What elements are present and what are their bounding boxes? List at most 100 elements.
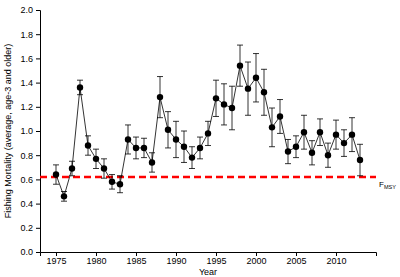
x-tick-label: 2000 (246, 256, 266, 266)
error-bar (301, 115, 307, 149)
marker (93, 156, 99, 162)
marker (277, 113, 283, 119)
x-tick-label: 2005 (286, 256, 306, 266)
marker (189, 154, 195, 160)
error-bars (53, 45, 363, 201)
x-tick-mark (216, 252, 217, 256)
marker (101, 165, 107, 171)
y-tick: 1.0 (20, 126, 40, 136)
y-tick: 1.4 (20, 78, 40, 88)
error-bar (77, 80, 83, 95)
y-tick-mark (36, 58, 40, 59)
marker (253, 75, 259, 81)
y-tick: 1.2 (20, 102, 40, 112)
y-tick-mark (36, 107, 40, 108)
error-bar (173, 121, 179, 157)
error-bar (61, 192, 67, 202)
error-bar (341, 130, 347, 157)
y-tick-label: 0.4 (20, 199, 33, 209)
error-bar (293, 136, 299, 158)
marker (53, 171, 59, 177)
error-bar (53, 165, 59, 184)
error-bar (325, 143, 331, 167)
y-tick: 0.0 (20, 247, 40, 257)
marks (40, 45, 376, 201)
y-tick-label: 2.0 (20, 5, 33, 15)
marker (221, 101, 227, 107)
error-bar (349, 118, 355, 152)
error-bar (93, 149, 99, 168)
x-tick-label: 1975 (46, 256, 66, 266)
marker (117, 181, 123, 187)
error-bar (245, 62, 251, 115)
marker (205, 130, 211, 136)
y-axis: 0.0 0.2 0.4 0.6 0.8 1.0 1.2 1.4 1.6 1.8 2.0 (20, 5, 40, 257)
marker (325, 152, 331, 158)
series-line (56, 66, 360, 197)
marker (229, 105, 235, 111)
reference-label: FMSY (379, 180, 396, 190)
error-bar (213, 80, 219, 116)
x-tick: 2005 (286, 252, 306, 266)
x-tick: 1985 (126, 252, 146, 266)
marker (341, 140, 347, 146)
marker (317, 129, 323, 135)
y-tick-label: 0.8 (20, 151, 33, 161)
marker (285, 148, 291, 154)
markers (53, 62, 363, 199)
y-tick: 2.0 (20, 5, 40, 15)
error-bar (333, 120, 339, 149)
x-tick-mark (56, 252, 57, 256)
y-tick-mark (36, 131, 40, 132)
y-tick-mark (36, 34, 40, 35)
marker (157, 94, 163, 100)
error-bar (269, 108, 275, 147)
error-bar (285, 139, 291, 163)
y-tick-mark (36, 252, 40, 253)
x-tick-mark (96, 252, 97, 256)
x-tick-mark (336, 252, 337, 256)
marker (109, 179, 115, 185)
x-tick: 2000 (246, 252, 266, 266)
error-bar (181, 131, 187, 162)
x-tick-label: 1990 (166, 256, 186, 266)
marker (165, 127, 171, 133)
y-tick: 1.6 (20, 54, 40, 64)
marker (293, 144, 299, 150)
marker (149, 159, 155, 165)
error-bar (309, 141, 315, 165)
x-tick: 2010 (326, 252, 346, 266)
x-tick-mark (256, 252, 257, 256)
y-tick: 0.2 (20, 223, 40, 233)
y-tick-label: 1.0 (20, 126, 33, 136)
chart: 197519801985199019952000200520100.00.20.… (0, 0, 400, 277)
x-tick: 1975 (46, 252, 66, 266)
marker (133, 145, 139, 151)
marker (237, 62, 243, 68)
y-tick: 1.8 (20, 30, 40, 40)
error-bar (109, 175, 115, 190)
error-bar (189, 147, 195, 169)
y-tick: 0.6 (20, 175, 40, 185)
x-tick-label: 1995 (206, 256, 226, 266)
error-bar (229, 86, 235, 130)
y-tick-mark (36, 10, 40, 11)
y-axis-title: Fishing Mortality (average, age-3 and ol… (3, 44, 13, 219)
error-bar (277, 100, 283, 134)
error-bar (85, 136, 91, 155)
y-tick-mark (36, 83, 40, 84)
marker (77, 84, 83, 90)
marker (61, 193, 67, 199)
y-tick-label: 1.4 (20, 78, 33, 88)
marker (269, 124, 275, 130)
error-bar (141, 138, 147, 157)
x-tick-mark (136, 252, 137, 256)
x-tick-label: 1985 (126, 256, 146, 266)
y-axis-line (36, 11, 41, 253)
x-tick: 1990 (166, 252, 186, 266)
error-bar (205, 121, 211, 145)
marker (357, 157, 363, 163)
marker (141, 145, 147, 151)
x-tick-mark (176, 252, 177, 256)
error-bar (69, 161, 75, 176)
